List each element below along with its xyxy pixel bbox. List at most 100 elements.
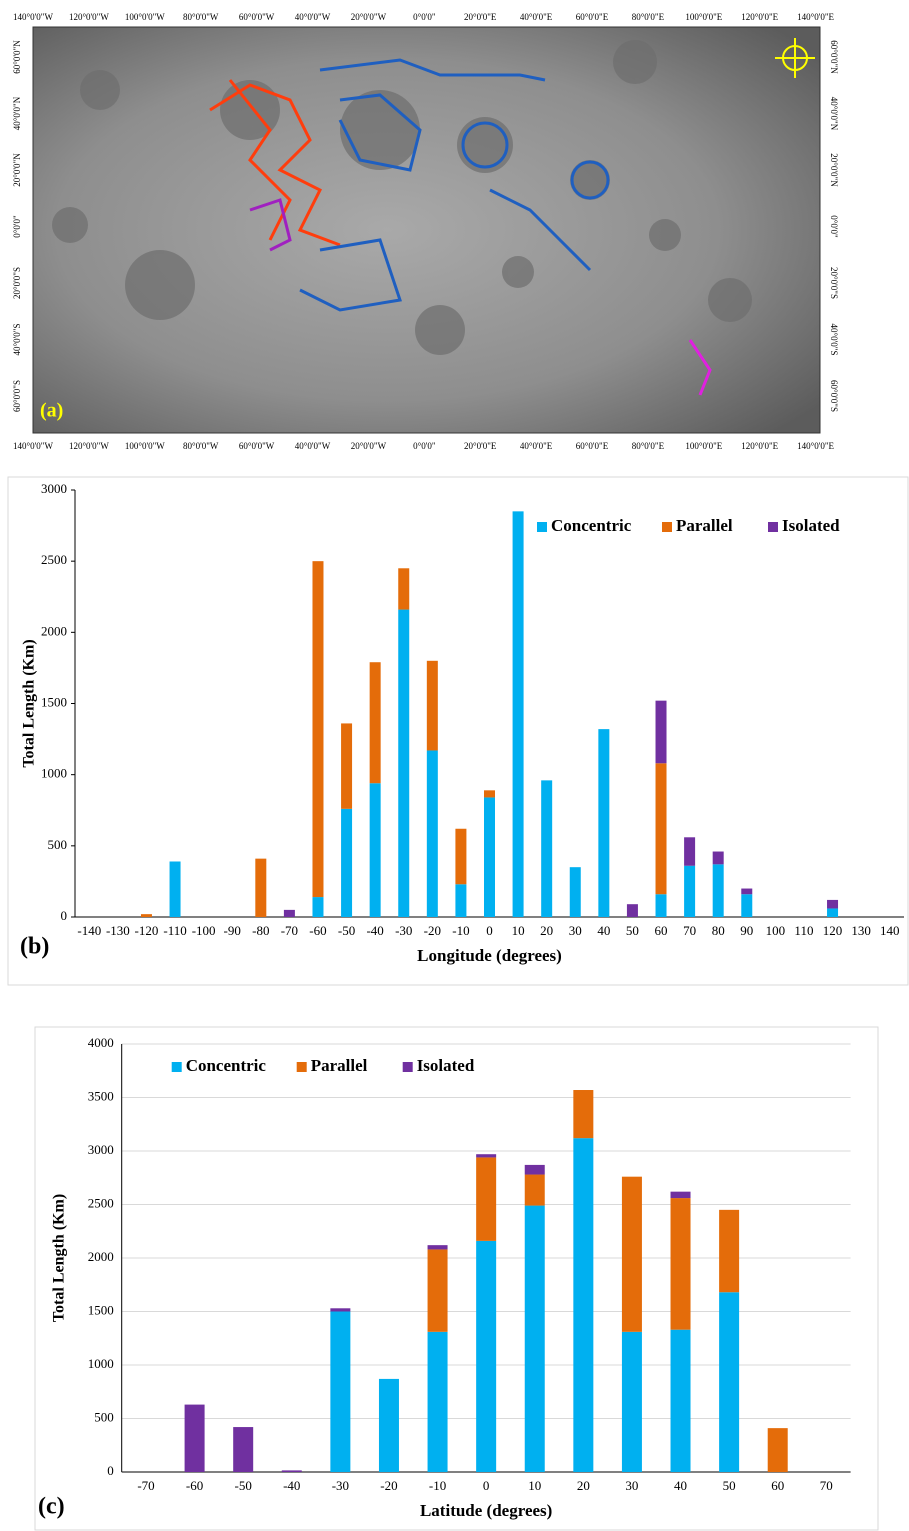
legend-label: Parallel [311,1056,368,1075]
lon-label: 20°0'0"E [464,12,497,22]
bar-segment [398,610,409,917]
y-tick-label: 500 [48,837,68,852]
lat-label: 20°0'0"S [829,267,839,299]
x-tick-label: 80 [712,923,725,938]
lat-label: 20°0'0"S [12,267,22,299]
legend-swatch [403,1062,413,1072]
lon-label: 40°0'0"W [295,12,331,22]
x-tick-label: -30 [332,1478,349,1493]
bar-segment [741,894,752,917]
x-tick-label: 40 [597,923,610,938]
figure: 140°0'0"W140°0'0"W120°0'0"W120°0'0"W100°… [0,0,909,1531]
legend-swatch [768,522,778,532]
lon-label: 80°0'0"W [183,12,219,22]
y-axis-label: Total Length (Km) [21,639,38,767]
bar-segment [541,780,552,917]
lat-label: 0°0'0" [12,215,22,238]
y-tick-label: 1000 [41,766,67,781]
lat-label: 40°0'0"N [12,96,22,130]
lat-label: 60°0'0"S [829,380,839,412]
legend-swatch [662,522,672,532]
x-tick-label: -40 [283,1478,300,1493]
bar-segment [476,1241,496,1472]
lon-label: 40°0'0"E [520,12,553,22]
x-tick-label: -60 [186,1478,203,1493]
bar-segment [379,1379,399,1472]
x-tick-label: -40 [366,923,383,938]
x-tick-label: -70 [137,1478,154,1493]
bar-segment [598,729,609,917]
bar-segment [719,1210,739,1292]
bar-segment [312,561,323,897]
lat-label: 40°0'0"S [829,324,839,356]
x-tick-label: -120 [135,923,159,938]
lon-label: 40°0'0"W [295,441,331,451]
x-axis-label: Latitude (degrees) [420,1501,552,1520]
x-tick-label: -20 [424,923,441,938]
lon-label: 120°0'0"W [69,441,109,451]
x-tick-label: 50 [626,923,639,938]
x-tick-label: -20 [380,1478,397,1493]
bar-segment [233,1427,253,1472]
bar-segment [170,861,181,917]
y-tick-label: 2000 [88,1249,114,1264]
x-tick-label: 90 [740,923,753,938]
bar-segment [141,914,152,917]
bar-segment [330,1308,350,1311]
lat-label: 40°0'0"S [12,324,22,356]
lon-label: 100°0'0"W [125,12,165,22]
bar-segment [185,1405,205,1472]
bar-segment [622,1332,642,1472]
y-tick-label: 1000 [88,1356,114,1371]
x-tick-label: 130 [851,923,871,938]
bar-segment [573,1138,593,1472]
lon-label: 40°0'0"E [520,441,553,451]
bar-segment [719,1292,739,1472]
x-tick-label: -90 [224,923,241,938]
y-tick-label: 500 [94,1409,114,1424]
map-panel [33,27,820,433]
bar-segment [656,701,667,764]
x-tick-label: -30 [395,923,412,938]
x-tick-label: 50 [723,1478,736,1493]
bar-segment [671,1198,691,1330]
map-image [33,27,820,433]
y-tick-label: 1500 [88,1302,114,1317]
lat-label: 0°0'0" [829,215,839,238]
bar-segment [427,661,438,751]
y-tick-label: 1500 [41,694,67,709]
x-tick-label: 100 [766,923,786,938]
x-tick-label: -10 [429,1478,446,1493]
legend-label: Concentric [186,1056,267,1075]
bar-segment [428,1332,448,1472]
bar-segment [484,790,495,797]
x-tick-label: 60 [655,923,668,938]
bar-segment [341,809,352,917]
x-tick-label: -60 [309,923,326,938]
bar-segment [455,829,466,885]
lon-label: 100°0'0"W [125,441,165,451]
bar-segment [573,1090,593,1138]
bar-segment [713,864,724,917]
lat-label: 20°0'0"N [829,153,839,187]
bar-segment [684,837,695,865]
x-tick-label: 10 [528,1478,541,1493]
x-tick-label: 110 [794,923,813,938]
bar-segment [330,1312,350,1473]
bar-segment [255,859,266,917]
bar-segment [341,723,352,808]
lon-label: 140°0'0"W [13,441,53,451]
bar-segment [370,662,381,783]
x-tick-label: -130 [106,923,130,938]
y-tick-label: 2500 [41,552,67,567]
lon-label: 60°0'0"E [576,12,609,22]
bar-segment [525,1175,545,1206]
y-tick-label: 3000 [41,481,67,496]
x-tick-label: 70 [683,923,696,938]
bar-segment [484,797,495,917]
x-tick-label: 120 [823,923,843,938]
bar-segment [656,763,667,894]
x-tick-label: 30 [625,1478,638,1493]
x-tick-label: 30 [569,923,582,938]
lat-label: 40°0'0"N [829,97,839,131]
